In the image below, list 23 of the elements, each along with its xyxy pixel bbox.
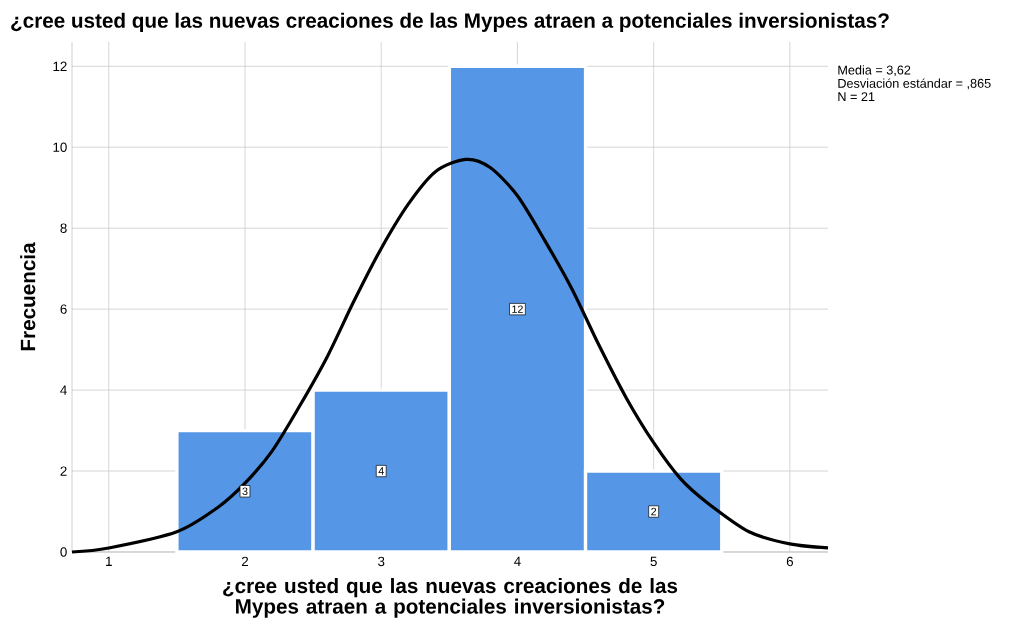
y-axis-title: Frecuencia	[20, 242, 36, 351]
chart-title: ¿cree usted que las nuevas creaciones de las Mypes atraen a potenciales inversionistas?	[11, 12, 889, 32]
x-tick-label: 6	[786, 556, 793, 566]
y-tick-label: 0	[60, 547, 67, 557]
data-label: 12	[512, 305, 523, 313]
y-tick-label: 10	[53, 142, 67, 152]
y-tick-label: 6	[60, 304, 67, 314]
text: N = 21	[838, 92, 875, 101]
x-tick-label: 5	[650, 556, 657, 566]
x-axis-title: ¿cree usted que las nuevas creaciones de las Mypes atraen a potenciales inversionistas?	[223, 577, 678, 618]
data-label: 2	[651, 507, 657, 516]
x-tick-label: 4	[514, 556, 521, 566]
y-tick-label: 12	[53, 61, 67, 71]
text: Media = 3,62	[838, 65, 911, 76]
x-tick-label: 2	[241, 556, 249, 566]
y-tick-label: 2	[60, 466, 67, 476]
x-tick-label: 3	[378, 556, 385, 566]
text: Desviación estándar = ,865	[838, 78, 991, 90]
data-label: 4	[378, 467, 384, 475]
y-tick-label: 8	[60, 223, 67, 233]
y-tick-label: 4	[60, 385, 67, 395]
data-label: 3	[242, 487, 248, 495]
x-tick-label: 1	[106, 556, 112, 566]
